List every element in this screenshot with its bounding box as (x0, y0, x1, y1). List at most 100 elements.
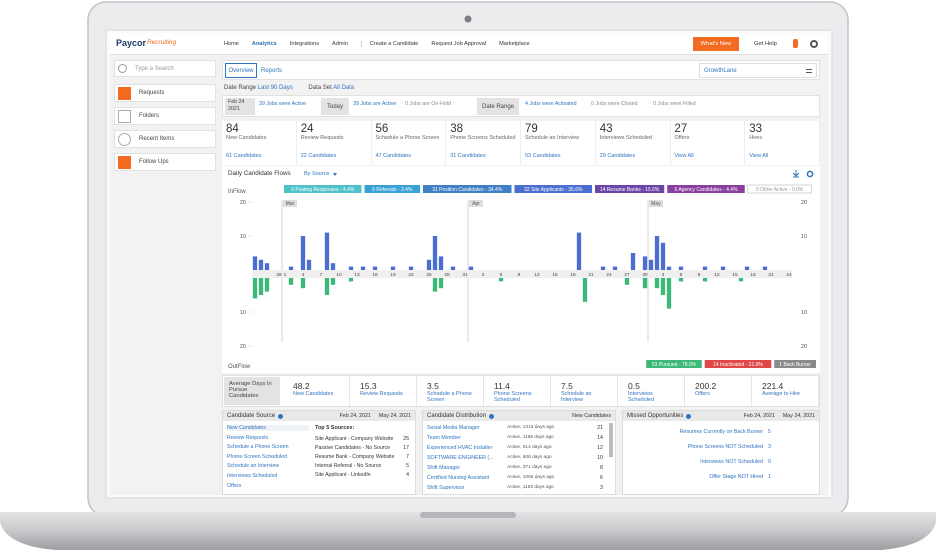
funnel-stage[interactable]: Schedule a Phone Screen (427, 391, 472, 403)
source-stage[interactable]: New Candidates (227, 425, 309, 431)
legend-label: 32 Site Applicants - 35.6% (524, 187, 583, 193)
source-stage[interactable]: Phone Screen Scheduled (227, 453, 288, 460)
month-tag (649, 200, 663, 207)
x-tick-label: 3 (482, 272, 485, 278)
missed-label[interactable]: Resumes Currently on Back Burner (679, 429, 763, 435)
missed-label[interactable]: Offer Stage NOT Hired (709, 474, 763, 480)
kpi-link[interactable]: 29 Candidates (599, 153, 636, 159)
download-icon[interactable] (792, 170, 800, 178)
kpi-link[interactable]: View All (674, 153, 694, 159)
sidebar-item[interactable]: Recent Items (114, 130, 216, 148)
missed-count[interactable]: 0 (768, 459, 771, 465)
tab-overview[interactable]: Overview (225, 63, 257, 78)
funnel-stage[interactable]: New Candidates (293, 391, 334, 397)
info-icon[interactable] (278, 413, 284, 419)
source-stage[interactable]: Interviews Scheduled (227, 473, 278, 479)
settings-icon[interactable] (810, 40, 818, 48)
funnel-stage[interactable]: Offers (695, 391, 710, 397)
funnel-stage[interactable]: Review Requests (360, 391, 403, 397)
legend-swatch[interactable] (514, 185, 593, 193)
missed-count[interactable]: 3 (768, 444, 771, 450)
funnel-value: 15.3 (360, 381, 377, 391)
dist-job[interactable]: Team Member (427, 435, 461, 441)
nav-item[interactable]: Home (224, 41, 239, 47)
source-stage[interactable]: Schedule a Phone Screen (227, 444, 289, 451)
group-by[interactable]: By Source (304, 171, 329, 177)
jobs-activated[interactable]: 4 Jobs were Activated (525, 101, 577, 107)
dist-count: 21 (597, 425, 603, 431)
legend-swatch[interactable] (595, 185, 665, 193)
legend-swatch[interactable] (667, 185, 745, 193)
kpi-label: Review Requests (300, 135, 344, 141)
sidebar-item[interactable]: Requests (114, 84, 216, 102)
legend-swatch[interactable] (747, 184, 812, 194)
dist-job[interactable]: SOFTWARE ENGINEER (... (427, 455, 494, 461)
nav-item[interactable]: Request Job Approval (431, 41, 487, 47)
missed-label[interactable]: Interviews NOT Scheduled (700, 459, 763, 465)
nav-item[interactable]: Marketplace (499, 41, 530, 47)
outflow-legend-swatch[interactable] (774, 360, 816, 368)
missed-label[interactable]: Phone Screens NOT Scheduled (687, 444, 763, 450)
legend-swatch[interactable] (284, 185, 362, 193)
kpi-link[interactable]: View All (749, 153, 769, 159)
start-active[interactable]: 39 Jobs were Active (259, 101, 307, 107)
missed-count[interactable]: 5 (768, 429, 771, 435)
logo[interactable]: Paycor (116, 38, 147, 48)
source-stage[interactable]: Review Requests (227, 434, 269, 441)
bar (654, 278, 660, 289)
data-set-value[interactable]: All Data (333, 85, 355, 91)
dist-job[interactable]: Certified Nursing Assistant (427, 475, 490, 481)
month-tag (469, 200, 483, 207)
dist-job[interactable]: Social Media Manager (427, 425, 480, 431)
outflow-label: OutFlow (228, 364, 251, 370)
nav-item[interactable]: Analytics (251, 41, 277, 47)
info-icon[interactable] (489, 413, 495, 419)
outflow-legend-swatch[interactable] (704, 360, 772, 368)
nav-item[interactable]: Admin (332, 41, 348, 47)
chart-settings-icon[interactable] (806, 170, 814, 178)
source-stage[interactable]: Schedule an Interview (227, 463, 280, 470)
date-range-label: Date Range (224, 85, 257, 91)
kpi-link[interactable]: 61 Candidates (226, 153, 262, 159)
whats-new-button[interactable]: What's New (693, 37, 739, 51)
workspace-select[interactable]: GrowthLane (699, 63, 817, 78)
help-link[interactable]: Get Help (754, 41, 777, 47)
info-icon[interactable] (686, 413, 692, 419)
dist-job[interactable]: Shift Supervisor (427, 485, 465, 491)
search-box[interactable]: Type a Search (114, 60, 216, 77)
kpi-link[interactable]: 31 Candidates (450, 153, 486, 159)
kpi-card: 27 Offers View All (670, 121, 746, 165)
tab-reports[interactable]: Reports (261, 68, 283, 74)
kpi-link[interactable]: 47 Candidates (375, 153, 411, 159)
x-tick-label: 7 (320, 272, 323, 278)
outflow-legend-swatch[interactable] (646, 360, 702, 368)
bar (330, 278, 336, 285)
notification-icon[interactable] (793, 39, 798, 48)
funnel-cell: 0.5 Interviews Scheduled (618, 376, 685, 408)
dropdown-arrow[interactable] (333, 173, 337, 176)
month-label: May (651, 201, 661, 207)
legend-swatch[interactable] (423, 185, 512, 193)
kpi-link[interactable]: 22 Candidates (300, 153, 337, 159)
today-active[interactable]: 39 Jobs are Active (353, 101, 397, 107)
missed-count[interactable]: 1 (768, 474, 771, 480)
funnel-stage[interactable]: Schedule an Interview (561, 391, 592, 403)
dist-job[interactable]: Shift Manager (427, 465, 460, 471)
nav-item[interactable]: Integrations (289, 41, 320, 47)
funnel-stage[interactable]: Average to Hire (762, 391, 801, 397)
sidebar-icon (118, 132, 131, 146)
sidebar-item[interactable]: Follow Ups (114, 153, 216, 171)
dist-job[interactable]: Experienced HVAC Installer (427, 445, 493, 451)
today-label: Today (321, 98, 349, 115)
date-range-value[interactable]: Last 90 Days (257, 85, 293, 91)
bar (666, 278, 672, 309)
kpi-link[interactable]: 53 Candidates (525, 153, 561, 159)
source-stage[interactable]: Offers (227, 482, 242, 489)
funnel-stage[interactable]: Phone Screens Scheduled (494, 391, 532, 403)
x-tick-label: 22 (408, 272, 414, 278)
legend-swatch[interactable] (364, 185, 421, 193)
nav-item[interactable]: Create a Candidate (360, 41, 418, 47)
funnel-stage[interactable]: Interviews Scheduled (628, 391, 654, 403)
panel-header: Missed Opportunities Feb 24, 2021 May 24, … (623, 411, 819, 421)
sidebar-item[interactable]: Folders (114, 107, 216, 125)
